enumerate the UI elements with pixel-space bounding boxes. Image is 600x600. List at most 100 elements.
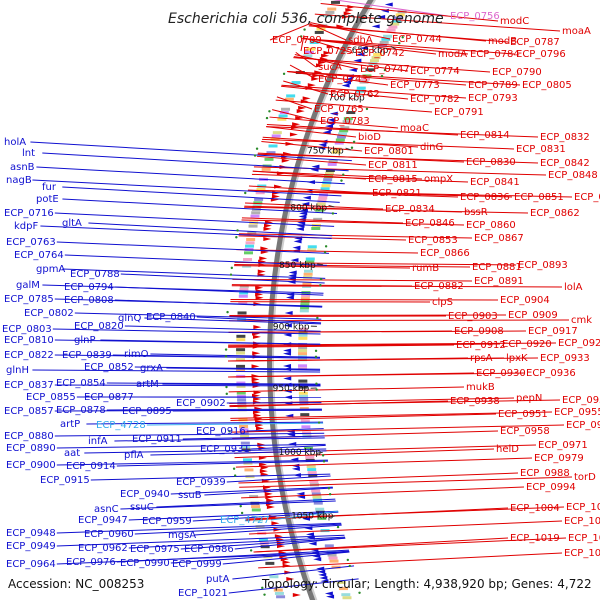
feature-band (284, 97, 294, 101)
feature-band (306, 465, 316, 469)
gene-label-reverse: ECP_0855 (26, 392, 76, 403)
gene-label-forward: ECP_0742 (355, 48, 405, 59)
gene-label-reverse: aat (64, 448, 80, 459)
ring-dot (321, 454, 325, 457)
feature-band (241, 445, 251, 449)
gene-label-reverse: glnQ (118, 313, 141, 324)
reverse-leader-line (232, 565, 355, 580)
feature-band (303, 272, 313, 276)
gene-label-forward: ECP_0955 (554, 407, 600, 418)
gene-label-forward: ECP_0834 (385, 204, 435, 215)
gene-label-forward: mukB (466, 382, 495, 393)
gene-label-forward: ECP_0938 (450, 396, 500, 407)
gene-label-forward: ECP_0846 (405, 218, 455, 229)
ring-dot (350, 146, 354, 149)
gene-label-forward: ECP_0971 (538, 440, 588, 451)
forward-leader-line (234, 448, 495, 459)
feature-band (239, 291, 249, 295)
reverse-leader-line (172, 409, 322, 412)
forward-gene (252, 351, 261, 356)
feature-band (325, 169, 335, 173)
feature-band (240, 434, 250, 438)
feature-band (300, 306, 310, 310)
feature-band (253, 201, 263, 205)
forward-leader-line (244, 206, 529, 214)
kbp-tick-label: 1050 kbp (291, 511, 334, 521)
feature-band (239, 428, 249, 432)
forward-leader-line (302, 38, 515, 55)
reverse-leader-line (182, 435, 325, 440)
reverse-gene (286, 292, 295, 297)
ring-dot (352, 140, 356, 143)
feature-band (244, 468, 254, 472)
forward-leader-line (228, 342, 557, 346)
feature-band (246, 237, 256, 241)
feature-band (273, 588, 283, 592)
gene-label-forward: ECP_0930 (476, 368, 526, 379)
feature-band (254, 197, 264, 201)
forward-gene (259, 469, 268, 474)
reverse-leader-line (114, 299, 323, 308)
forward-leader-line (283, 80, 329, 95)
reverse-gene (319, 575, 328, 580)
feature-band (388, 25, 398, 29)
feature-band (247, 231, 257, 235)
feature-band (251, 508, 261, 512)
feature-band (325, 10, 335, 14)
forward-leader-line (234, 264, 471, 268)
gene-label-forward: ECP_0909 (508, 310, 558, 321)
feature-band (300, 297, 310, 301)
feature-band (238, 301, 248, 305)
reverse-gene (293, 239, 302, 244)
gene-label-forward: ECP_0743 (318, 74, 368, 85)
gene-label-reverse: ECP_0915 (40, 475, 90, 486)
ring-dot (401, 36, 404, 39)
reverse-gene (353, 58, 362, 63)
reverse-leader-line (56, 534, 345, 547)
forward-leader-line (287, 70, 389, 86)
kbp-tick-label: 750 kbp (307, 147, 344, 157)
reverse-gene (284, 311, 293, 316)
gene-label-reverse: ECP_0764 (14, 250, 64, 261)
reverse-gene (325, 124, 334, 129)
reverse-leader-line (54, 212, 335, 227)
feature-band (309, 480, 319, 484)
gene-label-forward: ECP_0848 (548, 170, 598, 181)
feature-band (266, 151, 276, 155)
feature-band (329, 559, 339, 563)
reverse-gene (302, 195, 311, 200)
gene-label-forward: ECP_0950 (562, 395, 600, 406)
feature-band (255, 191, 265, 195)
feature-band (239, 424, 249, 428)
forward-leader-line (238, 233, 473, 239)
reverse-gene (285, 295, 294, 300)
forward-leader-line (241, 486, 525, 499)
feature-band (334, 141, 344, 145)
gene-label-reverse: ECP_0895 (122, 406, 172, 417)
forward-leader-line (231, 284, 413, 287)
ring-dot (232, 467, 236, 470)
ring-dot (240, 511, 244, 515)
gene-label-reverse: ECP_0931 (200, 444, 250, 455)
gene-label-reverse: ECP_0986 (184, 544, 234, 555)
gene-label-forward: torD (574, 472, 596, 483)
reverse-leader-line (250, 444, 326, 450)
ring-dot (317, 421, 321, 424)
reverse-gene (327, 117, 336, 122)
gene-label-reverse: artP (60, 419, 80, 430)
forward-leader-line (235, 457, 533, 468)
feature-band (307, 248, 317, 252)
reverse-leader-line (192, 511, 339, 522)
forward-leader-line (245, 506, 565, 520)
forward-gene (255, 426, 264, 431)
feature-band (369, 59, 379, 63)
kbp-tick-mark (329, 515, 336, 518)
feature-band (316, 513, 326, 517)
forward-gene (292, 593, 301, 598)
reverse-gene (301, 201, 310, 206)
forward-leader-line (257, 153, 539, 164)
reverse-leader-line (162, 383, 321, 386)
ring-dot (225, 392, 228, 396)
gene-label-reverse: ECP_0794 (64, 282, 114, 293)
feature-band (302, 431, 312, 435)
